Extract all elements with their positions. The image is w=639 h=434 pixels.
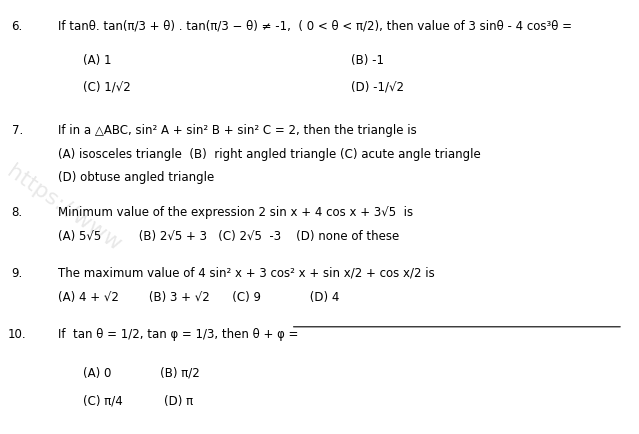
Text: (D) obtuse angled triangle: (D) obtuse angled triangle	[58, 171, 214, 184]
Text: The maximum value of 4 sin² x + 3 cos² x + sin x/2 + cos x/2 is: The maximum value of 4 sin² x + 3 cos² x…	[58, 267, 435, 280]
Text: Minimum value of the expression 2 sin x + 4 cos x + 3√5  is: Minimum value of the expression 2 sin x …	[58, 206, 413, 219]
Text: https://www: https://www	[3, 161, 125, 255]
Text: (A) 0             (B) π/2: (A) 0 (B) π/2	[83, 367, 200, 380]
Text: If  tan θ = 1/2, tan φ = 1/3, then θ + φ =: If tan θ = 1/2, tan φ = 1/3, then θ + φ …	[58, 328, 298, 341]
Text: (D) -1/√2: (D) -1/√2	[351, 80, 404, 93]
Text: 9.: 9.	[12, 267, 23, 280]
Text: (C) π/4           (D) π: (C) π/4 (D) π	[83, 395, 193, 408]
Text: (C) 1/√2: (C) 1/√2	[83, 80, 131, 93]
Text: (A) 5√5          (B) 2√5 + 3   (C) 2√5  -3    (D) none of these: (A) 5√5 (B) 2√5 + 3 (C) 2√5 -3 (D) none …	[58, 230, 399, 243]
Text: 10.: 10.	[8, 328, 26, 341]
Text: 6.: 6.	[12, 20, 23, 33]
Text: (A) isosceles triangle  (B)  right angled triangle (C) acute angle triangle: (A) isosceles triangle (B) right angled …	[58, 148, 481, 161]
Text: If in a △ABC, sin² A + sin² B + sin² C = 2, then the triangle is: If in a △ABC, sin² A + sin² B + sin² C =…	[58, 124, 416, 137]
Text: (A) 4 + √2        (B) 3 + √2      (C) 9             (D) 4: (A) 4 + √2 (B) 3 + √2 (C) 9 (D) 4	[58, 291, 339, 304]
Text: If tanθ. tan(π/3 + θ) . tan(π/3 − θ) ≠ -1,  ( 0 < θ < π/2), then value of 3 sinθ: If tanθ. tan(π/3 + θ) . tan(π/3 − θ) ≠ -…	[58, 20, 571, 33]
Text: 8.: 8.	[12, 206, 22, 219]
Text: (B) -1: (B) -1	[351, 54, 385, 67]
Text: 7.: 7.	[12, 124, 23, 137]
Text: (A) 1: (A) 1	[83, 54, 112, 67]
